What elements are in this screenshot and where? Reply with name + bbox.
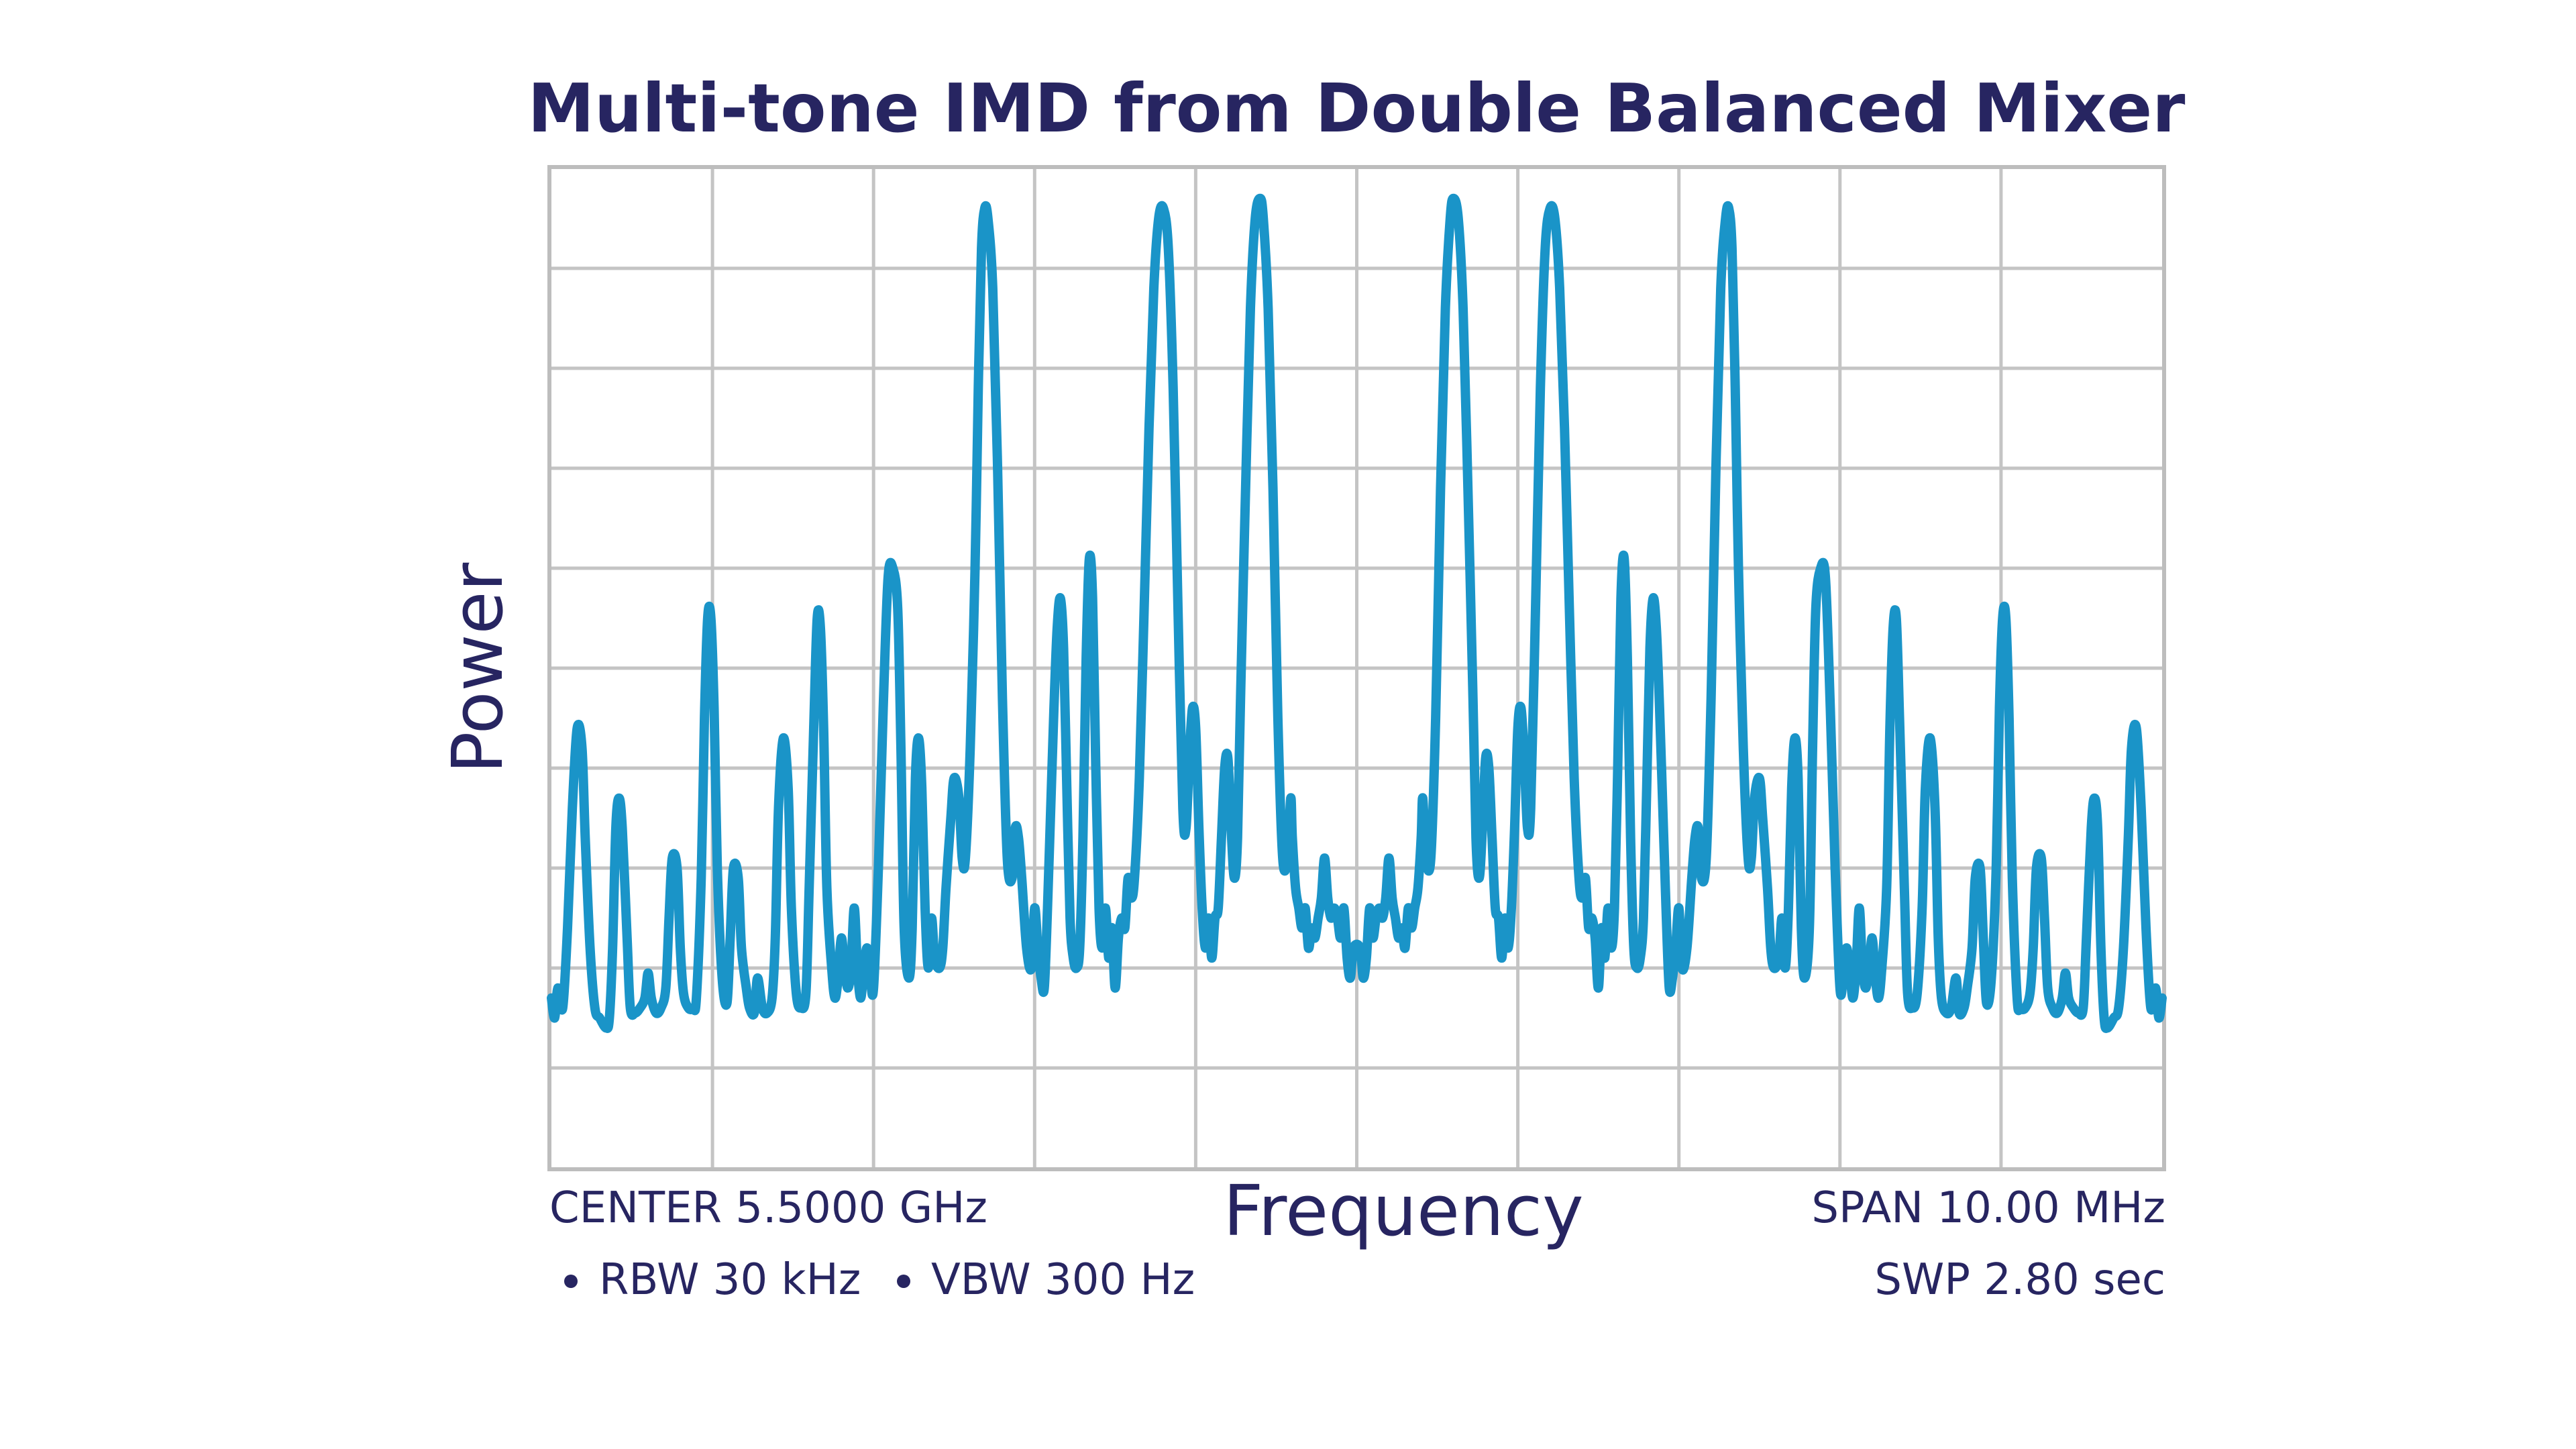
rbw-bullet-icon bbox=[564, 1275, 578, 1288]
sweep-time-label: SWP 2.80 sec bbox=[1874, 1255, 2165, 1305]
rbw-label: RBW 30 kHz bbox=[599, 1255, 861, 1305]
plot-grid bbox=[551, 168, 2162, 1168]
x-axis-label: Frequency bbox=[1223, 1170, 1583, 1252]
span-label: SPAN 10.00 MHz bbox=[1811, 1183, 2165, 1233]
center-frequency-label: CENTER 5.5000 GHz bbox=[549, 1183, 987, 1233]
chart-title: Multi-tone IMD from Double Balanced Mixe… bbox=[528, 69, 2186, 148]
y-axis-label: Power bbox=[437, 563, 519, 774]
vbw-label: VBW 300 Hz bbox=[931, 1255, 1195, 1305]
vbw-bullet-icon bbox=[897, 1275, 910, 1288]
